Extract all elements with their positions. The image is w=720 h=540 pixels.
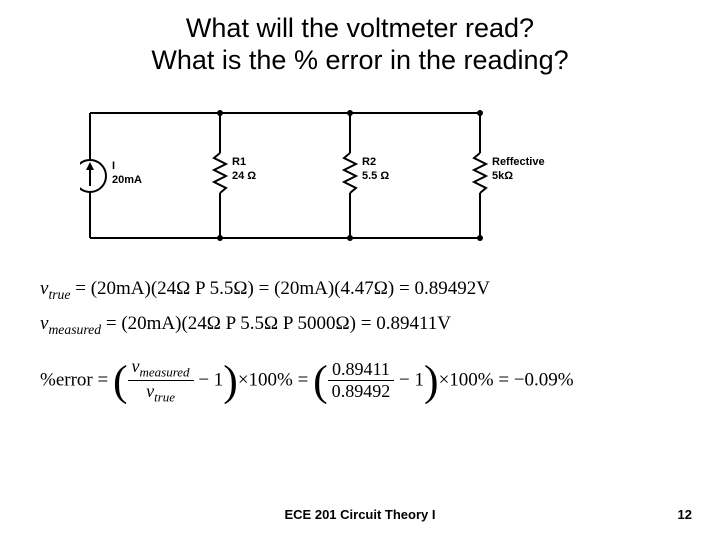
footer-course: ECE 201 Circuit Theory I <box>0 507 720 522</box>
slide-title: What will the voltmeter read? What is th… <box>0 0 720 77</box>
vtrue-rhs2: (20mA)(4.47Ω) <box>274 278 394 299</box>
err-frac-numeric: 0.89411 0.89492 <box>328 359 395 402</box>
vmeas-result: 0.89411V <box>376 313 451 334</box>
eq-vtrue: vtrue = (20mA)(24Ω P 5.5Ω) = (20mA)(4.47… <box>40 278 690 303</box>
r2-value: 5.5 Ω <box>362 170 389 182</box>
source-name: I <box>112 160 115 172</box>
footer-page-number: 12 <box>678 507 692 522</box>
eq-vmeas: vmeasured = (20mA)(24Ω P 5.5Ω P 5000Ω) =… <box>40 313 690 338</box>
vtrue-sub: true <box>48 287 70 302</box>
vtrue-result: 0.89492V <box>414 278 489 299</box>
circuit-diagram: I 20mA R1 24 Ω R2 5.5 Ω Reffective 5kΩ <box>80 108 600 248</box>
err-minus1a: − 1 <box>198 369 223 390</box>
vtrue-rhs1: (20mA)(24Ω P 5.5Ω) <box>91 278 254 299</box>
err-lhs: %error <box>40 369 93 390</box>
err-minus1b: − 1 <box>399 369 424 390</box>
vmeas-sub: measured <box>48 322 101 337</box>
r1-name: R1 <box>232 156 246 168</box>
err-times100a: ×100% <box>238 369 293 390</box>
vmeas-rhs1: (20mA)(24Ω P 5.5Ω P 5000Ω) <box>121 313 356 334</box>
err-result: −0.09% <box>514 369 574 390</box>
reff-value: 5kΩ <box>492 170 513 182</box>
r2-name: R2 <box>362 156 376 168</box>
title-line-1: What will the voltmeter read? <box>0 12 720 44</box>
reff-name: Reffective <box>492 156 545 168</box>
source-value: 20mA <box>112 174 142 186</box>
err-times100b: ×100% <box>439 369 494 390</box>
equations-block: vtrue = (20mA)(24Ω P 5.5Ω) = (20mA)(4.47… <box>40 278 690 416</box>
circuit-svg <box>80 108 600 248</box>
r1-value: 24 Ω <box>232 170 256 182</box>
title-line-2: What is the % error in the reading? <box>0 44 720 76</box>
err-frac-symbolic: vmeasured vtrue <box>128 356 194 406</box>
eq-error: %error = ( vmeasured vtrue − 1)×100% = (… <box>40 356 690 406</box>
